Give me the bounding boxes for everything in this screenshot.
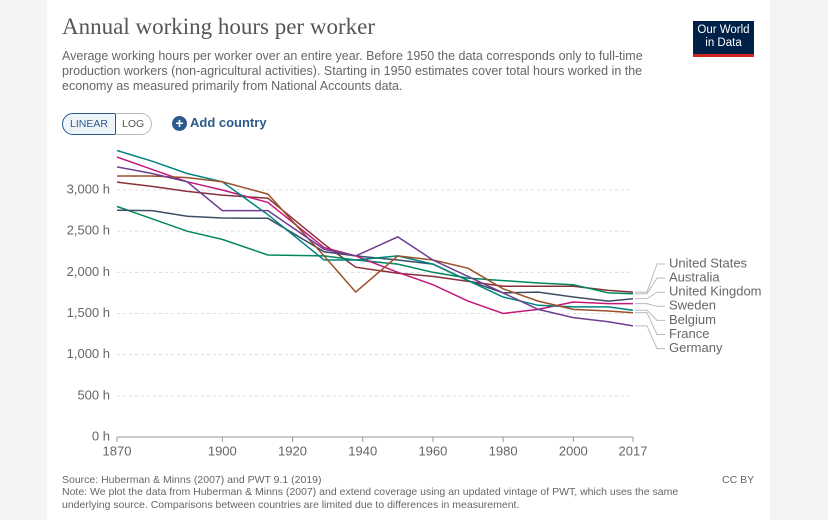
x-tick-label: 1900 [208,443,237,458]
x-tick-label: 1940 [348,443,377,458]
legend-label: United States [669,255,748,270]
license: CC BY [722,474,755,486]
logo-text: Our World [697,24,750,36]
logo-text: in Data [705,37,742,49]
add-country-label: Add country [190,115,267,130]
x-tick-label: 2017 [619,443,648,458]
legend-leader [635,263,665,293]
y-tick-label: 2,500 h [67,223,110,238]
legend-label: Germany [669,340,723,355]
source: Source: Huberman & Minns (2007) and PWT … [62,474,322,486]
log-button[interactable]: LOG [115,113,153,135]
y-tick-label: 1,500 h [67,305,110,320]
chart-subtitle: Average working hours per worker over an… [62,49,643,93]
card [47,0,770,520]
legend-label: Australia [669,270,720,285]
x-tick-label: 1870 [103,443,132,458]
legend-leader [635,309,665,321]
y-tick-label: 500 h [77,387,110,402]
series-line [116,205,634,295]
y-tick-label: 0 h [92,428,110,443]
legend-leader [635,312,665,335]
logo[interactable]: Our World in Data [693,21,754,57]
legend-leader [635,303,665,307]
y-tick-label: 1,000 h [67,346,110,361]
x-tick-label: 1980 [489,443,518,458]
plus-icon: + [172,116,187,131]
legend-leader [635,291,665,300]
legend-leader [635,325,665,350]
x-tick-label: 1960 [418,443,447,458]
x-tick-label: 2000 [559,443,588,458]
x-tick-label: 1920 [278,443,307,458]
y-tick-label: 2,000 h [67,264,110,279]
series-line [116,156,633,315]
chart-title: Annual working hours per worker [62,14,375,39]
legend-label: France [669,326,709,341]
legend-label: United Kingdom [669,284,762,299]
series-line [117,175,634,314]
add-country[interactable]: + Add country [172,114,267,132]
linear-button[interactable]: LINEAR [62,113,116,135]
note: Note: We plot the data from Huberman & M… [62,486,679,511]
series-line [116,166,634,327]
series-line [116,209,634,302]
y-tick-label: 3,000 h [67,181,110,196]
legend-leader [635,277,665,295]
legend-label: Sweden [669,298,716,313]
series-line [116,181,634,293]
legend-label: Belgium [669,312,716,327]
